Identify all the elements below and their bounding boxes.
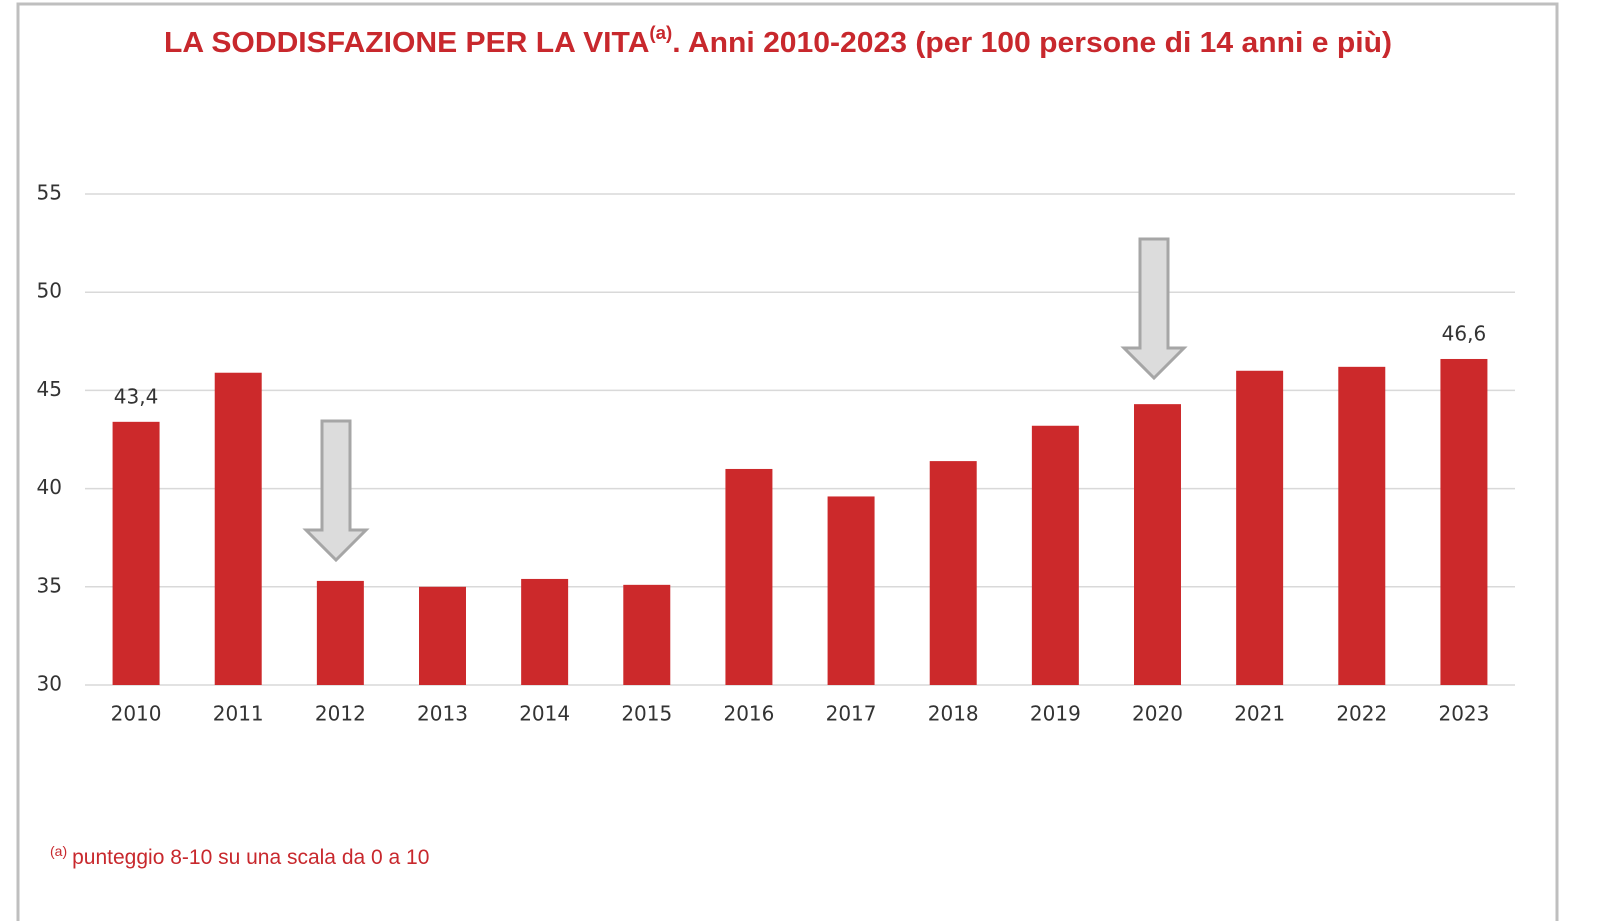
bar	[827, 496, 875, 685]
chart-title: LA SODDISFAZIONE PER LA VITA (a). Anni 20…	[164, 23, 1392, 59]
x-tick-label: 2019	[1030, 702, 1081, 726]
plot: 30 35 40 45 50 55 2010 43,4 2011 2012 2013 2014 2015…	[37, 181, 1515, 726]
bar	[1338, 366, 1386, 685]
bar	[214, 372, 262, 685]
x-tick-label: 2018	[928, 702, 979, 726]
data-label: 43,4	[114, 384, 159, 408]
bar	[521, 578, 569, 685]
x-tick-label: 2014	[519, 702, 570, 726]
x-tick-label: 2022	[1336, 702, 1387, 726]
x-tick-label: 2017	[826, 702, 877, 726]
x-tick-label: 2021	[1234, 702, 1285, 726]
title-rest: . Anni 2010-2023 (per 100 persone di 14 …	[672, 27, 1392, 59]
y-tick-label: 40	[37, 475, 62, 499]
title-note-mark: (a)	[649, 23, 672, 43]
bar	[1236, 370, 1284, 685]
y-tick-label: 55	[37, 181, 62, 205]
x-tick-label: 2020	[1132, 702, 1183, 726]
data-label: 46,6	[1442, 321, 1487, 345]
x-tick-label: 2016	[723, 702, 774, 726]
y-tick-label: 30	[37, 672, 62, 696]
footnote-mark: (a)	[50, 843, 67, 859]
footnote-text: punteggio 8-10 su una scala da 0 a 10	[72, 846, 429, 869]
x-tick-label: 2023	[1438, 702, 1489, 726]
bar	[112, 421, 160, 685]
x-tick-label: 2015	[621, 702, 672, 726]
x-tick-label: 2011	[213, 702, 264, 726]
bar	[1031, 425, 1079, 685]
arrow-down	[302, 419, 370, 563]
bar	[316, 580, 364, 685]
title-main: LA SODDISFAZIONE PER LA VITA	[164, 27, 649, 59]
y-tick-label: 35	[37, 573, 62, 597]
x-tick-label: 2010	[111, 702, 162, 726]
bar	[623, 584, 671, 685]
bar	[1440, 358, 1488, 685]
bar	[419, 586, 466, 685]
bar	[929, 461, 977, 685]
y-tick-label: 45	[37, 377, 62, 401]
bar	[1134, 404, 1181, 685]
x-tick-label: 2013	[417, 702, 468, 726]
frame	[16, 2, 1559, 921]
bar	[725, 468, 773, 685]
x-tick-label: 2012	[315, 702, 366, 726]
arrow-down	[1120, 237, 1188, 381]
footnote: (a) punteggio 8-10 su una scala da 0 a 10	[50, 843, 429, 869]
y-tick-label: 50	[37, 279, 62, 303]
